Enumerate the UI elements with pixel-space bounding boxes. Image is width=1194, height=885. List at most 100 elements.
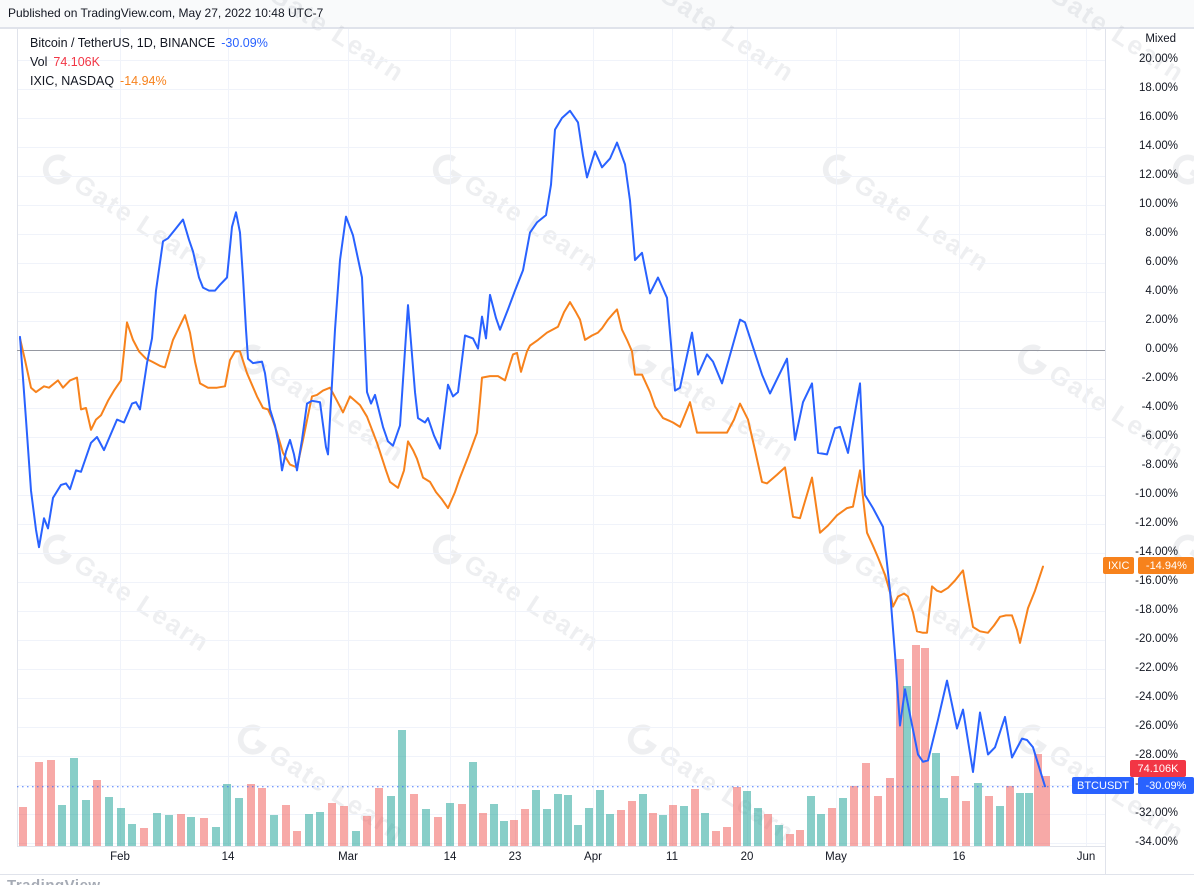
price-axis-tick: -22.00% xyxy=(1135,662,1178,674)
volume-bar xyxy=(70,758,78,846)
volume-bar xyxy=(422,809,430,846)
volume-bar xyxy=(733,787,741,846)
volume-bar xyxy=(764,814,772,846)
price-axis-tick: -10.00% xyxy=(1135,488,1178,500)
volume-bar xyxy=(659,815,667,846)
volume-price-label: 74.106K xyxy=(1130,760,1186,777)
volume-bar xyxy=(128,824,136,846)
volume-bar xyxy=(510,820,518,846)
legend-symbol-title: Bitcoin / TetherUS, 1D, BINANCE xyxy=(30,36,216,50)
price-axis-tick: -6.00% xyxy=(1141,430,1178,442)
volume-bar xyxy=(58,805,66,846)
volume-bar xyxy=(363,816,371,846)
tradingview-logo: TradingView xyxy=(7,877,101,885)
legend-row-symbol[interactable]: Bitcoin / TetherUS, 1D, BINANCE -30.09% xyxy=(30,34,268,53)
legend-symbol-change: -30.09% xyxy=(221,36,268,50)
volume-bar xyxy=(743,791,751,846)
volume-bar xyxy=(479,813,487,846)
volume-bar xyxy=(247,784,255,846)
volume-bar xyxy=(996,806,1004,846)
price-axis-tick: -16.00% xyxy=(1135,575,1178,587)
legend-volume-value: 74.106K xyxy=(53,55,100,69)
timezone-mode-label[interactable]: Mixed xyxy=(1145,33,1176,45)
price-axis-tick: -2.00% xyxy=(1141,372,1178,384)
ixic-price-label-tag: IXIC xyxy=(1103,557,1135,574)
price-axis-tick: -24.00% xyxy=(1135,691,1178,703)
volume-bar xyxy=(669,805,677,846)
volume-bar xyxy=(828,808,836,846)
price-axis-tick: -32.00% xyxy=(1135,807,1178,819)
time-axis-tick: Mar xyxy=(338,851,358,863)
volume-bar xyxy=(817,814,825,846)
volume-bar xyxy=(974,783,982,846)
volume-bar xyxy=(235,798,243,846)
volume-bar xyxy=(387,796,395,846)
price-axis-tick: -14.00% xyxy=(1135,546,1178,558)
volume-bar xyxy=(921,648,929,846)
price-axis-tick: 4.00% xyxy=(1145,285,1178,297)
volume-bar xyxy=(786,834,794,846)
volume-bar xyxy=(639,794,647,846)
btcusdt-price-label: BTCUSDT -30.09% xyxy=(1072,777,1194,794)
volume-bar xyxy=(839,798,847,846)
volume-bar xyxy=(680,806,688,846)
legend-row-ixic[interactable]: IXIC, NASDAQ -14.94% xyxy=(30,72,268,91)
volume-bar xyxy=(554,794,562,846)
price-axis-tick: -28.00% xyxy=(1135,749,1178,761)
volume-bar xyxy=(469,762,477,846)
price-axis-tick: -34.00% xyxy=(1135,836,1178,848)
volume-bar xyxy=(446,803,454,846)
volume-bar xyxy=(1034,754,1042,846)
volume-bar xyxy=(521,809,529,846)
volume-bar xyxy=(1025,793,1033,846)
volume-bar xyxy=(105,797,113,846)
volume-bar xyxy=(962,801,970,846)
volume-bar xyxy=(117,808,125,846)
volume-bar xyxy=(458,804,466,846)
price-axis-tick: -12.00% xyxy=(1135,517,1178,529)
time-axis-tick: May xyxy=(825,851,847,863)
volume-bar xyxy=(212,827,220,846)
price-axis-tick: -20.00% xyxy=(1135,633,1178,645)
time-axis-tick: 14 xyxy=(443,851,457,863)
volume-bar xyxy=(903,686,911,846)
btcusdt-price-label-value: -30.09% xyxy=(1137,777,1194,794)
volume-bar xyxy=(886,778,894,846)
volume-bar xyxy=(305,814,313,846)
volume-bar xyxy=(617,810,625,846)
time-axis-tick: Jun xyxy=(1076,851,1096,863)
volume-bar xyxy=(328,803,336,846)
volume-bar xyxy=(35,762,43,846)
price-axis-tick: 14.00% xyxy=(1138,140,1178,152)
volume-bar xyxy=(775,825,783,846)
price-axis-tick: 6.00% xyxy=(1145,256,1178,268)
volume-bar xyxy=(490,804,498,846)
volume-bar xyxy=(140,828,148,846)
volume-bar xyxy=(850,786,858,846)
time-axis-tick: Apr xyxy=(584,851,602,863)
volume-bar xyxy=(434,817,442,846)
price-axis-tick: 18.00% xyxy=(1138,82,1178,94)
btcusdt-series-line xyxy=(19,109,1046,788)
volume-bar xyxy=(862,763,870,846)
publish-info-text: Published on TradingView.com, May 27, 20… xyxy=(8,6,324,20)
btcusdt-price-label-tag: BTCUSDT xyxy=(1072,777,1134,794)
volume-bar xyxy=(19,807,27,846)
volume-bar xyxy=(187,817,195,846)
volume-bar xyxy=(585,808,593,846)
volume-bar xyxy=(712,831,720,846)
volume-bar xyxy=(165,815,173,846)
volume-price-label-value: 74.106K xyxy=(1130,760,1186,777)
time-axis-tick: 11 xyxy=(666,851,678,863)
volume-bar xyxy=(410,794,418,846)
volume-bar xyxy=(807,796,815,846)
volume-bar xyxy=(532,790,540,846)
volume-bar xyxy=(375,788,383,846)
volume-bar xyxy=(153,813,161,846)
legend-row-volume[interactable]: Vol 74.106K xyxy=(30,53,268,72)
ixic-price-label-value: -14.94% xyxy=(1138,557,1194,574)
ixic-price-label: IXIC -14.94% xyxy=(1103,557,1194,574)
price-axis-tick: 16.00% xyxy=(1138,111,1178,123)
